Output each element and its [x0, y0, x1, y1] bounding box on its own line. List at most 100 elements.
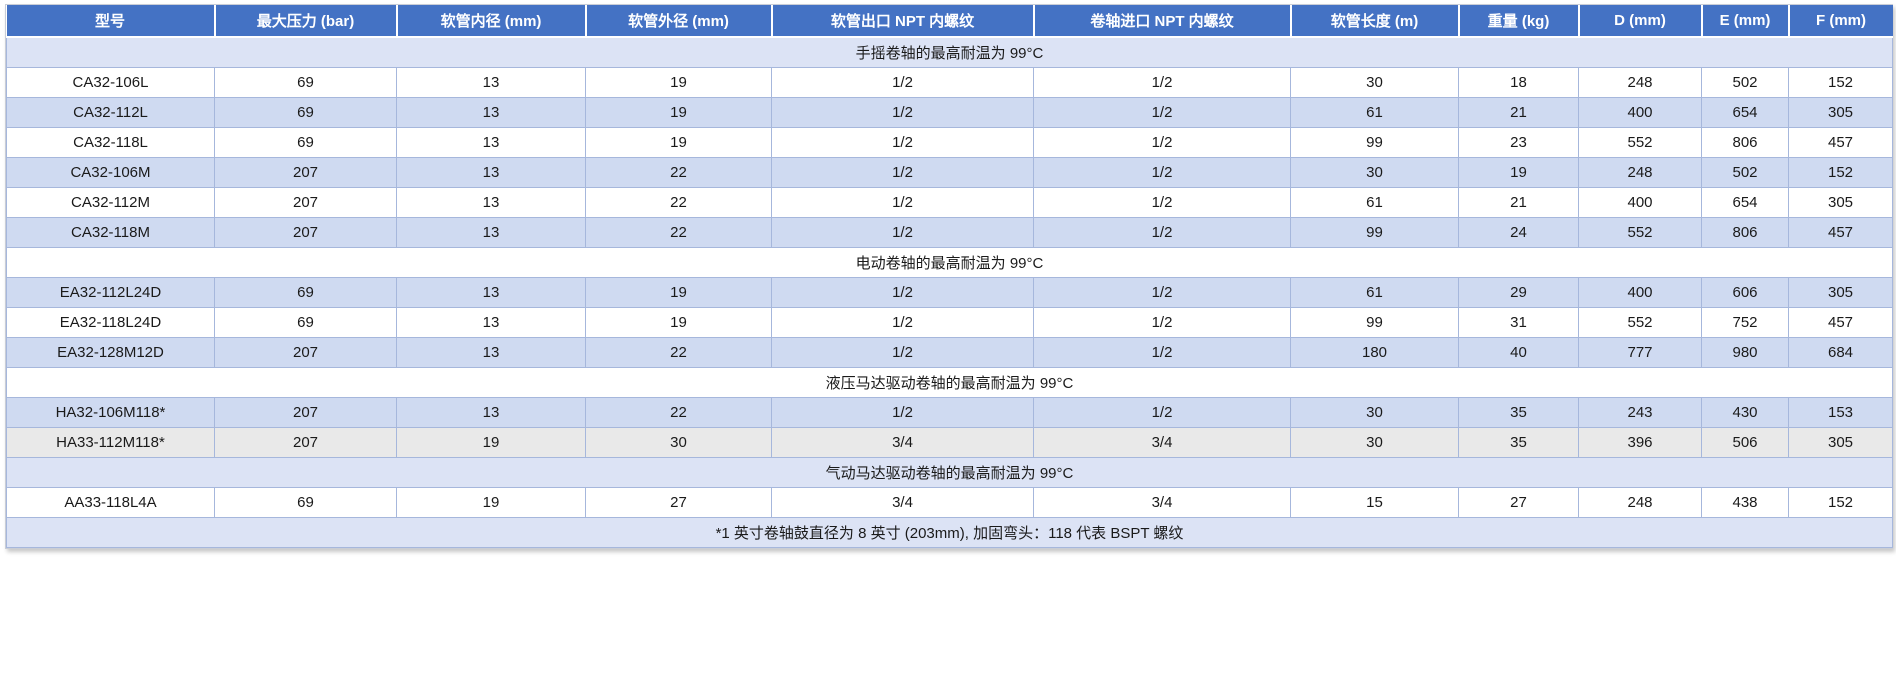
- value-cell: 1/2: [771, 307, 1034, 338]
- value-cell: 305: [1788, 187, 1893, 218]
- value-cell: 69: [214, 307, 397, 338]
- value-cell: 457: [1788, 127, 1893, 158]
- value-cell: 3/4: [771, 487, 1034, 518]
- value-cell: 305: [1788, 277, 1893, 308]
- value-cell: 806: [1701, 217, 1789, 248]
- footnote-text: *1 英寸卷轴鼓直径为 8 英寸 (203mm), 加固弯头：118 代表 BS…: [6, 517, 1893, 548]
- value-cell: 69: [214, 487, 397, 518]
- value-cell: 305: [1788, 97, 1893, 128]
- value-cell: 1/2: [1033, 217, 1291, 248]
- value-cell: 1/2: [1033, 127, 1291, 158]
- value-cell: 18: [1458, 67, 1579, 98]
- table-row: CA32-118M 207 13 22 1/2 1/2 99 24 552 806 457: [6, 217, 1893, 248]
- model-cell: EA32-128M12D: [6, 337, 215, 368]
- table-row: HA33-112M118* 207 19 30 3/4 3/4 30 35 396 506 305: [6, 427, 1893, 458]
- section-title: 液压马达驱动卷轴的最高耐温为 99°C: [6, 367, 1893, 398]
- value-cell: 13: [396, 277, 586, 308]
- model-cell: CA32-112M: [6, 187, 215, 218]
- value-cell: 1/2: [771, 277, 1034, 308]
- value-cell: 1/2: [771, 127, 1034, 158]
- value-cell: 13: [396, 127, 586, 158]
- value-cell: 1/2: [771, 187, 1034, 218]
- value-cell: 30: [585, 427, 772, 458]
- value-cell: 40: [1458, 337, 1579, 368]
- value-cell: 506: [1701, 427, 1789, 458]
- value-cell: 1/2: [1033, 277, 1291, 308]
- value-cell: 23: [1458, 127, 1579, 158]
- column-header-3: 软管内径 (mm): [396, 5, 587, 38]
- column-header-2: 最大压力 (bar): [214, 5, 398, 38]
- value-cell: 1/2: [1033, 187, 1291, 218]
- value-cell: 15: [1290, 487, 1459, 518]
- footnote-row: *1 英寸卷轴鼓直径为 8 英寸 (203mm), 加固弯头：118 代表 BS…: [6, 517, 1893, 548]
- value-cell: 207: [214, 397, 397, 428]
- value-cell: 99: [1290, 307, 1459, 338]
- value-cell: 400: [1578, 97, 1702, 128]
- value-cell: 1/2: [1033, 157, 1291, 188]
- column-header-9: D (mm): [1578, 5, 1703, 38]
- value-cell: 19: [585, 97, 772, 128]
- value-cell: 99: [1290, 217, 1459, 248]
- value-cell: 1/2: [771, 397, 1034, 428]
- model-cell: CA32-106M: [6, 157, 215, 188]
- value-cell: 13: [396, 337, 586, 368]
- value-cell: 13: [396, 307, 586, 338]
- section-row: 气动马达驱动卷轴的最高耐温为 99°C: [6, 457, 1893, 488]
- value-cell: 207: [214, 157, 397, 188]
- value-cell: 1/2: [771, 337, 1034, 368]
- section-title: 手摇卷轴的最高耐温为 99°C: [6, 36, 1893, 68]
- column-header-1: 型号: [6, 5, 216, 38]
- value-cell: 13: [396, 97, 586, 128]
- section-row: 电动卷轴的最高耐温为 99°C: [6, 247, 1893, 278]
- value-cell: 1/2: [1033, 97, 1291, 128]
- section-title: 电动卷轴的最高耐温为 99°C: [6, 247, 1893, 278]
- model-cell: EA32-118L24D: [6, 307, 215, 338]
- value-cell: 29: [1458, 277, 1579, 308]
- value-cell: 19: [585, 307, 772, 338]
- value-cell: 30: [1290, 67, 1459, 98]
- section-row: 手摇卷轴的最高耐温为 99°C: [6, 36, 1893, 68]
- value-cell: 502: [1701, 157, 1789, 188]
- value-cell: 69: [214, 67, 397, 98]
- value-cell: 430: [1701, 397, 1789, 428]
- value-cell: 19: [1458, 157, 1579, 188]
- value-cell: 654: [1701, 97, 1789, 128]
- value-cell: 502: [1701, 67, 1789, 98]
- value-cell: 305: [1788, 427, 1893, 458]
- value-cell: 69: [214, 127, 397, 158]
- column-header-11: F (mm): [1788, 5, 1893, 38]
- table-row: CA32-112L 69 13 19 1/2 1/2 61 21 400 654 305: [6, 97, 1893, 128]
- value-cell: 248: [1578, 157, 1702, 188]
- value-cell: 35: [1458, 427, 1579, 458]
- value-cell: 27: [585, 487, 772, 518]
- value-cell: 654: [1701, 187, 1789, 218]
- value-cell: 61: [1290, 97, 1459, 128]
- model-cell: CA32-106L: [6, 67, 215, 98]
- value-cell: 30: [1290, 157, 1459, 188]
- value-cell: 552: [1578, 217, 1702, 248]
- value-cell: 180: [1290, 337, 1459, 368]
- value-cell: 396: [1578, 427, 1702, 458]
- value-cell: 13: [396, 157, 586, 188]
- value-cell: 13: [396, 67, 586, 98]
- column-header-8: 重量 (kg): [1458, 5, 1580, 38]
- value-cell: 152: [1788, 157, 1893, 188]
- column-header-4: 软管外径 (mm): [585, 5, 773, 38]
- table-row: EA32-112L24D 69 13 19 1/2 1/2 61 29 400 606 305: [6, 277, 1893, 308]
- value-cell: 1/2: [771, 157, 1034, 188]
- value-cell: 1/2: [1033, 67, 1291, 98]
- table-header: 型号 最大压力 (bar) 软管内径 (mm) 软管外径 (mm) 软管出口 NPT 内…: [6, 5, 1893, 38]
- value-cell: 400: [1578, 277, 1702, 308]
- value-cell: 777: [1578, 337, 1702, 368]
- value-cell: 24: [1458, 217, 1579, 248]
- value-cell: 61: [1290, 187, 1459, 218]
- value-cell: 207: [214, 337, 397, 368]
- section-title: 气动马达驱动卷轴的最高耐温为 99°C: [6, 457, 1893, 488]
- value-cell: 207: [214, 187, 397, 218]
- column-header-7: 软管长度 (m): [1290, 5, 1460, 38]
- value-cell: 19: [396, 427, 586, 458]
- value-cell: 552: [1578, 307, 1702, 338]
- value-cell: 30: [1290, 397, 1459, 428]
- column-header-5: 软管出口 NPT 内螺纹: [771, 5, 1035, 38]
- model-cell: CA32-118M: [6, 217, 215, 248]
